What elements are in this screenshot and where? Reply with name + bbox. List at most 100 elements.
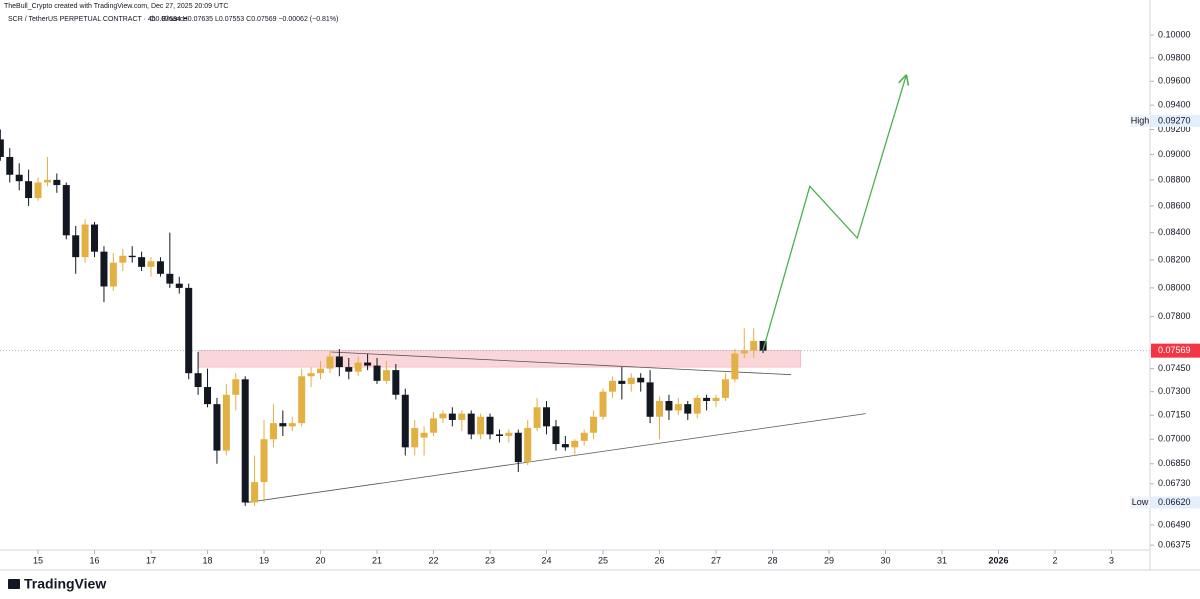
- y-tick-label: 0.06375: [1158, 540, 1191, 550]
- x-tick-label: 31: [937, 555, 947, 565]
- candle-body: [222, 394, 230, 451]
- candle-body: [204, 387, 212, 405]
- candle-body: [712, 397, 720, 402]
- candle-body: [486, 416, 494, 435]
- candle-body: [147, 261, 155, 267]
- plot-area: [0, 77, 1150, 506]
- candle-body: [571, 440, 579, 448]
- candle-body: [373, 365, 381, 381]
- candle-body: [627, 377, 635, 384]
- candle-body: [345, 367, 353, 372]
- candle-body: [279, 423, 287, 427]
- logo-icon: [8, 579, 20, 589]
- x-tick-label: 24: [542, 555, 552, 565]
- candle-body: [411, 427, 419, 448]
- candle-body: [665, 401, 673, 411]
- y-tick-label: 0.08200: [1158, 254, 1191, 264]
- candle-body: [382, 370, 390, 381]
- x-tick-label: 17: [146, 555, 156, 565]
- candle-body: [354, 362, 362, 372]
- candle-body: [213, 404, 221, 451]
- logo: [8, 579, 20, 589]
- y-tick-label: 0.09400: [1158, 100, 1191, 110]
- candle-body: [590, 416, 598, 433]
- marker-value-box: [1151, 496, 1200, 509]
- candle-body: [514, 432, 522, 463]
- candle-body: [740, 350, 748, 354]
- x-tick-label: 15: [33, 555, 43, 565]
- candle-body: [448, 413, 456, 420]
- candle-body: [693, 397, 701, 414]
- marker-value: 0.09270: [1158, 115, 1191, 125]
- marker-name: High: [1131, 115, 1150, 125]
- candle-body: [260, 439, 268, 483]
- candle-body: [109, 262, 117, 287]
- candle-body: [543, 407, 551, 427]
- candle-body: [326, 356, 334, 369]
- x-tick-label: 3: [1109, 555, 1114, 565]
- candle-body: [684, 404, 692, 414]
- projection-arrow: [762, 77, 906, 351]
- symbol-title: SCR / TetherUS PERPETUAL CONTRACT · 4h ·…: [8, 16, 187, 23]
- marker-name: Low: [1132, 497, 1149, 507]
- y-tick-label: 0.10000: [1158, 29, 1191, 39]
- y-tick-label: 0.06730: [1158, 478, 1191, 488]
- candle-body: [505, 432, 513, 436]
- candle-body: [6, 156, 14, 175]
- x-tick-label: 2: [1053, 555, 1058, 565]
- candle-body: [241, 379, 249, 503]
- y-tick-label: 0.07450: [1158, 363, 1191, 373]
- candle-body: [524, 427, 532, 463]
- candle-body: [128, 255, 136, 258]
- y-tick-label: 0.07150: [1158, 410, 1191, 420]
- x-tick-label: 21: [372, 555, 382, 565]
- candle-body: [750, 340, 758, 351]
- candle-body: [608, 380, 616, 392]
- candle-body: [467, 413, 475, 435]
- candle-body: [477, 416, 485, 435]
- y-tick-label: 0.07000: [1158, 434, 1191, 444]
- x-tick-label: 26: [655, 555, 665, 565]
- candle-body: [175, 283, 183, 288]
- x-tick-label: 2026: [989, 555, 1009, 565]
- candle-body: [637, 377, 645, 383]
- candle-body: [138, 257, 146, 267]
- y-tick-label: 0.08000: [1158, 282, 1191, 292]
- candle-body: [156, 261, 164, 274]
- marker-name-box: [1130, 496, 1150, 509]
- brand: TradingView: [24, 576, 106, 592]
- candle-body: [401, 394, 409, 448]
- y-tick-label: 0.07800: [1158, 311, 1191, 321]
- x-tick-label: 18: [203, 555, 213, 565]
- candle-body: [364, 362, 372, 366]
- candle-body: [15, 174, 23, 182]
- candle-body: [674, 404, 682, 411]
- last-price-label: 0.07569: [1158, 345, 1191, 355]
- candle-body: [599, 391, 607, 417]
- last-price-box: [1151, 343, 1200, 358]
- trendline: [331, 351, 792, 376]
- candle-body: [288, 423, 296, 427]
- trendline: [247, 413, 866, 503]
- candle-body: [62, 185, 70, 236]
- candle-body: [721, 379, 729, 398]
- candle-body: [656, 401, 664, 417]
- y-tick-label: 0.09800: [1158, 52, 1191, 62]
- candle-body: [251, 482, 259, 503]
- y-tick-label: 0.06850: [1158, 458, 1191, 468]
- candle-body: [232, 379, 240, 395]
- candle-body: [561, 444, 569, 448]
- y-tick-label: 0.08400: [1158, 227, 1191, 237]
- candle-body: [759, 340, 767, 351]
- candle-body: [100, 251, 108, 287]
- candle-body: [81, 224, 89, 258]
- candle-body: [269, 423, 277, 440]
- y-tick-label: 0.09600: [1158, 76, 1191, 86]
- y-tick-label: 0.09200: [1158, 124, 1191, 134]
- marker-name-box: [1130, 114, 1150, 127]
- candle-body: [495, 434, 503, 436]
- candle-body: [307, 373, 315, 377]
- x-tick-label: 30: [881, 555, 891, 565]
- candle-body: [194, 373, 202, 388]
